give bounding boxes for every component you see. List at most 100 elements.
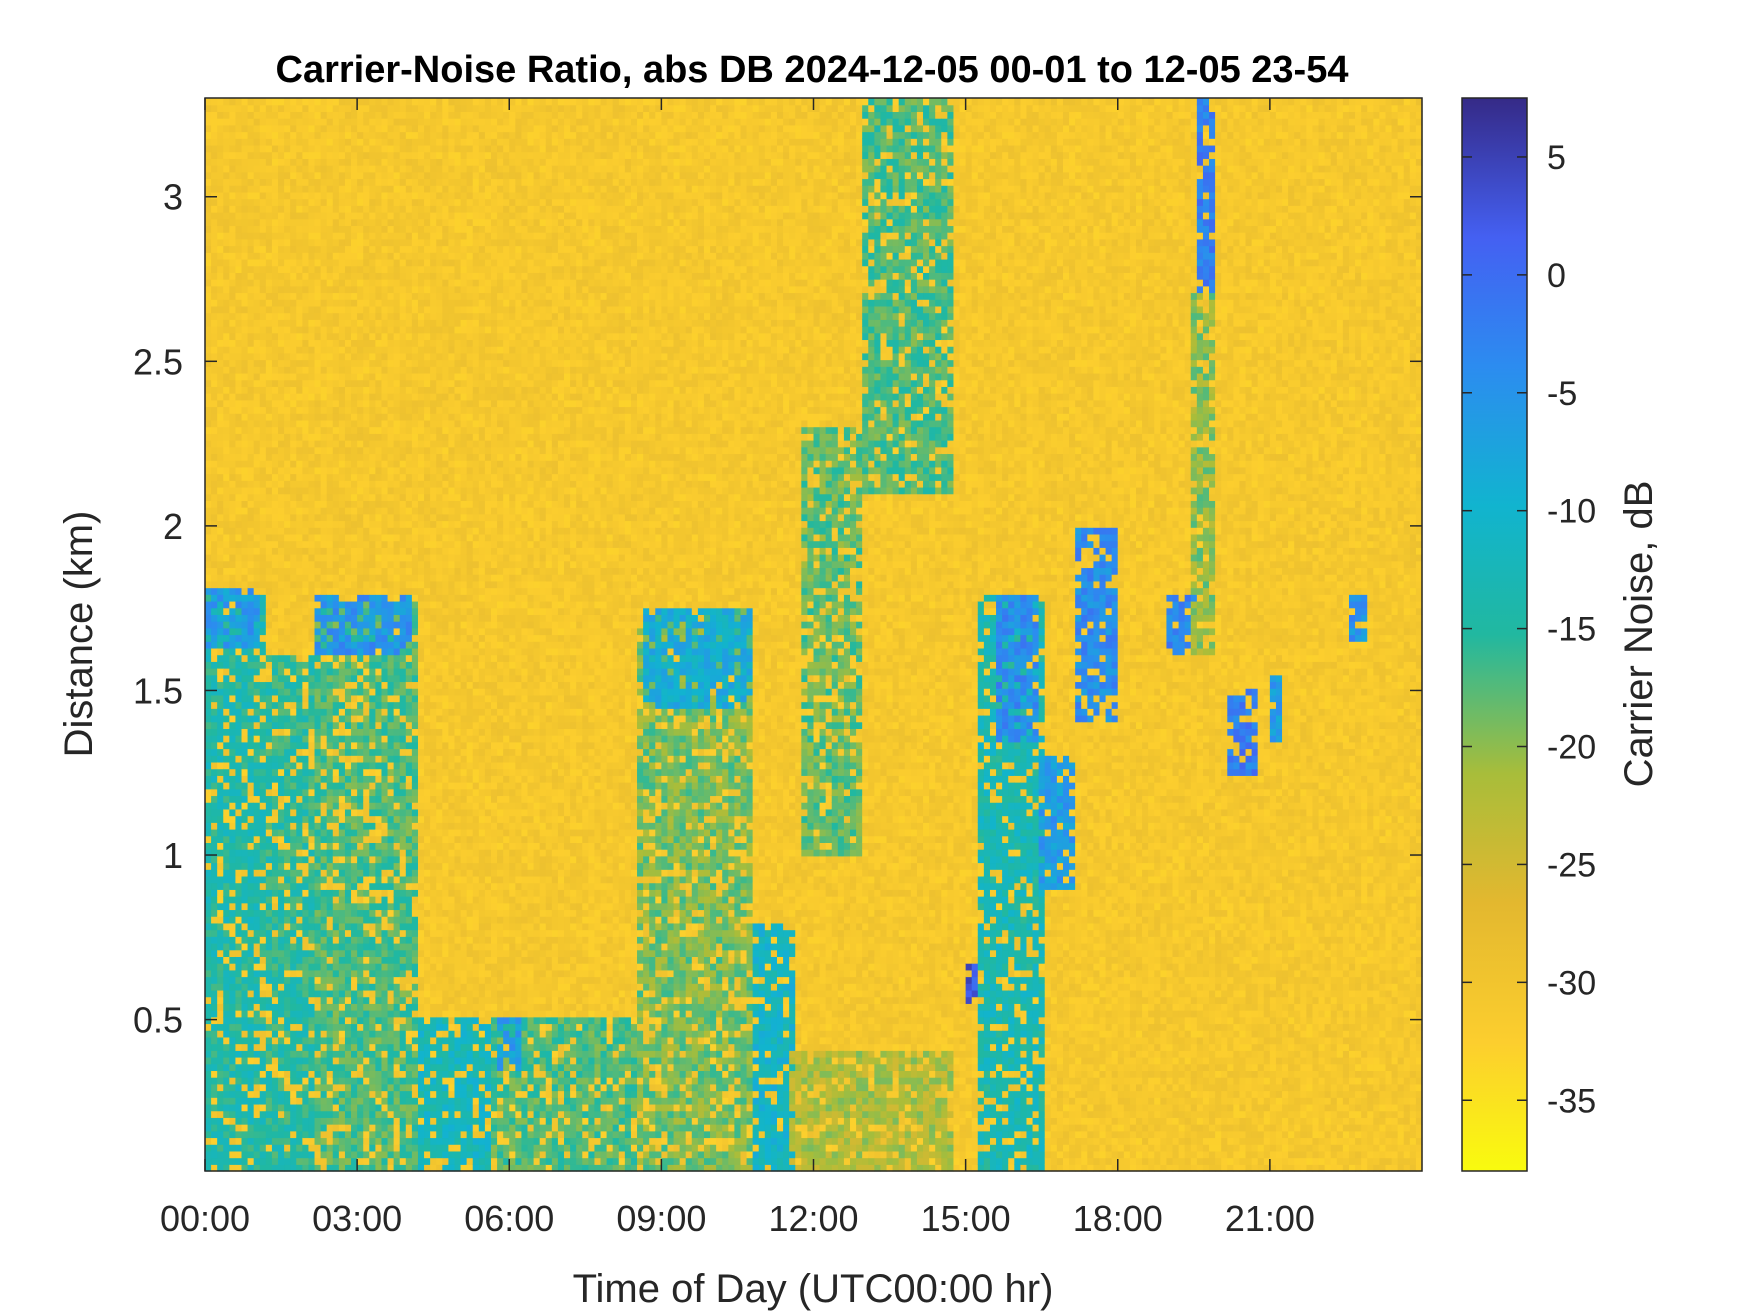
heatmap-cell bbox=[248, 239, 255, 246]
heatmap-cell bbox=[302, 500, 309, 507]
heatmap-cell bbox=[272, 205, 279, 212]
heatmap-cell bbox=[284, 286, 291, 293]
heatmap-cell bbox=[339, 856, 346, 863]
heatmap-cell bbox=[248, 628, 255, 635]
heatmap-cell bbox=[217, 333, 224, 340]
heatmap-cell bbox=[242, 306, 249, 313]
heatmap-cell bbox=[333, 581, 340, 588]
heatmap-cell bbox=[242, 742, 249, 749]
heatmap-cell bbox=[339, 681, 346, 688]
heatmap-cell bbox=[235, 547, 242, 554]
heatmap-cell bbox=[235, 406, 242, 413]
heatmap-cell bbox=[308, 1097, 315, 1104]
heatmap-cell bbox=[223, 990, 230, 997]
heatmap-cell bbox=[205, 856, 212, 863]
heatmap-cell bbox=[266, 1064, 273, 1071]
heatmap-cell bbox=[321, 1077, 328, 1084]
heatmap-cell bbox=[272, 474, 279, 481]
heatmap-cell bbox=[296, 520, 303, 527]
heatmap-cell bbox=[266, 165, 273, 172]
heatmap-cell bbox=[290, 936, 297, 943]
heatmap-cell bbox=[272, 125, 279, 132]
heatmap-cell bbox=[333, 816, 340, 823]
heatmap-cell bbox=[296, 353, 303, 360]
heatmap-cell bbox=[284, 997, 291, 1004]
heatmap-cell bbox=[235, 648, 242, 655]
heatmap-cell bbox=[229, 769, 236, 776]
heatmap-cell bbox=[308, 326, 315, 333]
heatmap-cell bbox=[260, 433, 267, 440]
heatmap-cell bbox=[272, 1084, 279, 1091]
heatmap-cell bbox=[308, 138, 315, 145]
heatmap-cell bbox=[302, 889, 309, 896]
heatmap-cell bbox=[205, 936, 212, 943]
heatmap-cell bbox=[211, 447, 218, 454]
heatmap-cell bbox=[333, 333, 340, 340]
heatmap-cell bbox=[296, 728, 303, 735]
heatmap-cell bbox=[266, 1070, 273, 1077]
heatmap-cell bbox=[302, 1010, 309, 1017]
heatmap-cell bbox=[296, 802, 303, 809]
heatmap-cell bbox=[296, 889, 303, 896]
heatmap-cell bbox=[296, 413, 303, 420]
heatmap-cell bbox=[254, 1077, 261, 1084]
heatmap-cell bbox=[242, 1017, 249, 1024]
heatmap-cell bbox=[327, 581, 334, 588]
heatmap-cell bbox=[321, 433, 328, 440]
heatmap-cell bbox=[223, 970, 230, 977]
heatmap-cell bbox=[327, 1084, 334, 1091]
heatmap-cell bbox=[223, 554, 230, 561]
heatmap-cell bbox=[302, 239, 309, 246]
heatmap-cell bbox=[242, 380, 249, 387]
heatmap-cell bbox=[242, 547, 249, 554]
heatmap-cell bbox=[235, 554, 242, 561]
heatmap-cell bbox=[302, 601, 309, 608]
heatmap-cell bbox=[296, 326, 303, 333]
heatmap-cell bbox=[296, 943, 303, 950]
heatmap-cell bbox=[211, 1131, 218, 1138]
heatmap-cell bbox=[223, 172, 230, 179]
heatmap-cell bbox=[339, 333, 346, 340]
heatmap-cell bbox=[321, 520, 328, 527]
heatmap-cell bbox=[217, 923, 224, 930]
heatmap-cell bbox=[321, 339, 328, 346]
heatmap-cell bbox=[254, 997, 261, 1004]
heatmap-cell bbox=[205, 232, 212, 239]
heatmap-cell bbox=[211, 822, 218, 829]
heatmap-cell bbox=[308, 782, 315, 789]
heatmap-cell bbox=[223, 333, 230, 340]
heatmap-cell bbox=[205, 930, 212, 937]
heatmap-cell bbox=[321, 1124, 328, 1131]
heatmap-cell bbox=[284, 259, 291, 266]
heatmap-cell bbox=[284, 762, 291, 769]
heatmap-cell bbox=[272, 655, 279, 662]
heatmap-cell bbox=[254, 138, 261, 145]
heatmap-cell bbox=[254, 514, 261, 521]
heatmap-cell bbox=[321, 970, 328, 977]
heatmap-cell bbox=[223, 118, 230, 125]
heatmap-cell bbox=[308, 420, 315, 427]
heatmap-cell bbox=[242, 728, 249, 735]
heatmap-cell bbox=[266, 916, 273, 923]
heatmap-cell bbox=[223, 246, 230, 253]
heatmap-cell bbox=[290, 199, 297, 206]
heatmap-cell bbox=[284, 1057, 291, 1064]
heatmap-cell bbox=[272, 977, 279, 984]
heatmap-cell bbox=[254, 125, 261, 132]
heatmap-cell bbox=[260, 802, 267, 809]
heatmap-cell bbox=[242, 641, 249, 648]
heatmap-cell bbox=[327, 889, 334, 896]
heatmap-cell bbox=[296, 339, 303, 346]
heatmap-cell bbox=[254, 695, 261, 702]
heatmap-cell bbox=[333, 541, 340, 548]
heatmap-cell bbox=[308, 172, 315, 179]
heatmap-cell bbox=[211, 943, 218, 950]
heatmap-cell bbox=[223, 695, 230, 702]
heatmap-cell bbox=[254, 1097, 261, 1104]
heatmap-cell bbox=[272, 863, 279, 870]
heatmap-cell bbox=[327, 400, 334, 407]
heatmap-cell bbox=[260, 836, 267, 843]
heatmap-cell bbox=[339, 474, 346, 481]
heatmap-cell bbox=[211, 1057, 218, 1064]
heatmap-cell bbox=[278, 306, 285, 313]
